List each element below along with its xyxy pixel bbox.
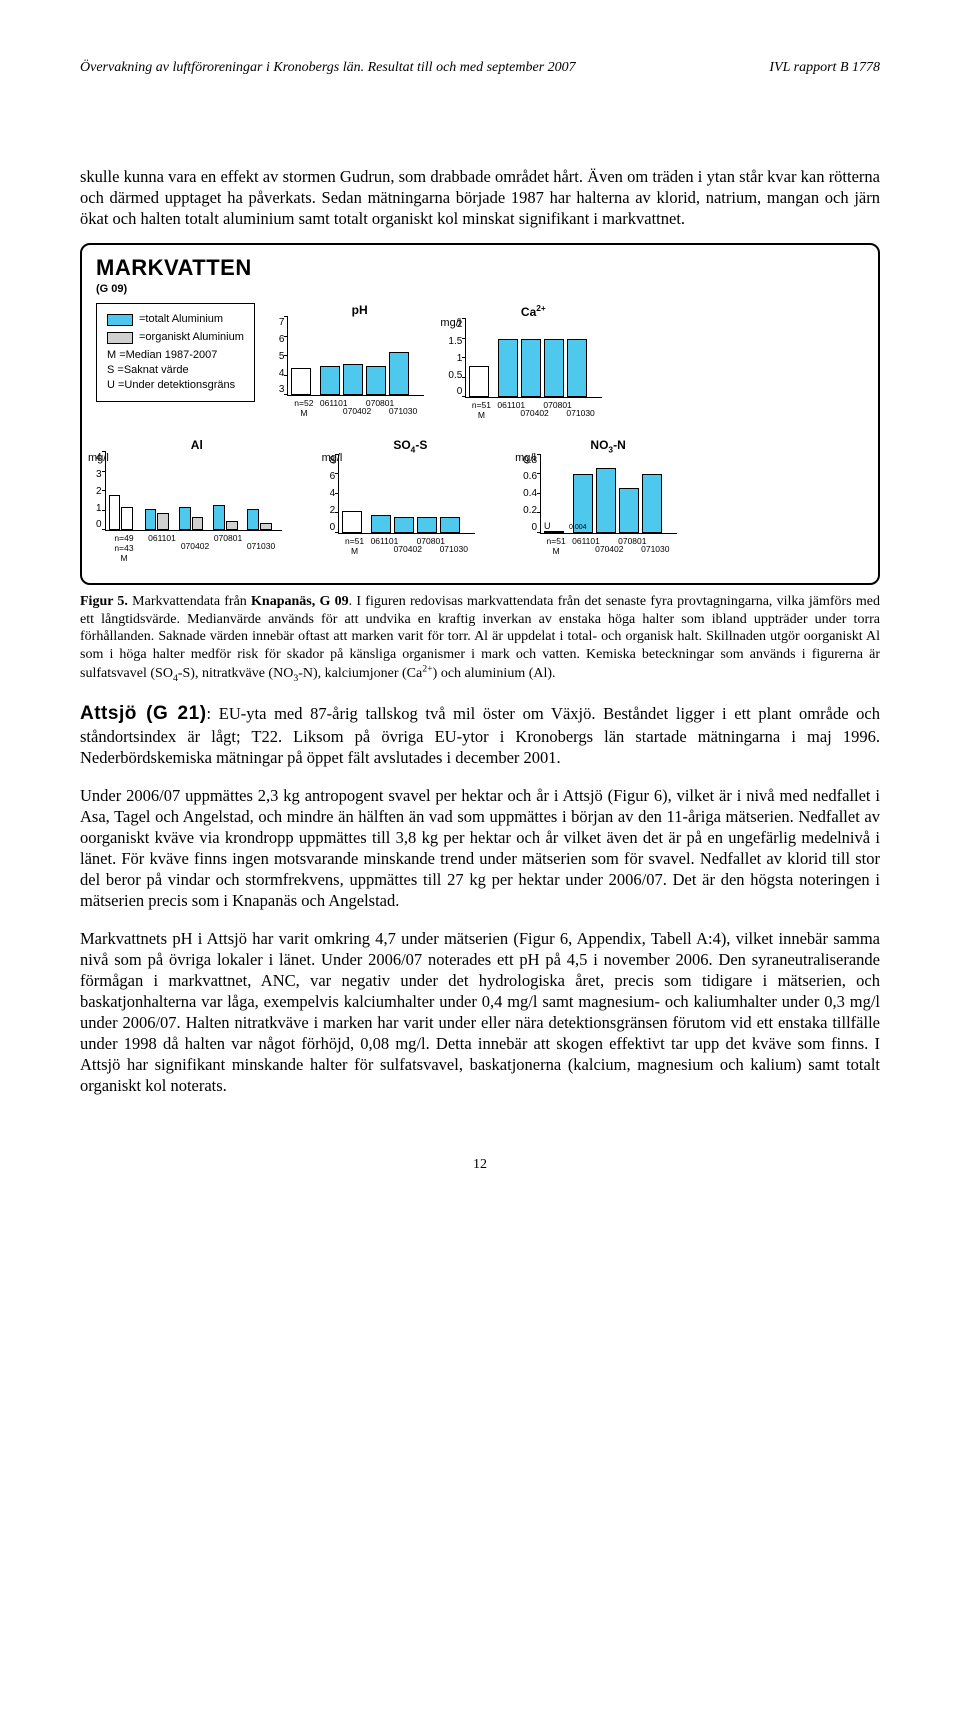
chart-no3-unit: mg/l — [515, 452, 536, 464]
header-right: IVL rapport B 1778 — [769, 60, 880, 76]
chart-ph-plot — [287, 317, 424, 396]
legend-totalt: =totalt Aluminium — [139, 312, 223, 327]
chartbox-subtitle: (G 09) — [96, 283, 864, 295]
chart-ca-xlabels: n=51M061101070402070801071030 — [468, 400, 586, 420]
chart-ph-xlabels: n=52M061101070402070801071030 — [291, 398, 409, 418]
chart-ph-yaxis: 76543 — [279, 317, 288, 395]
chart-al-xlabels: n=49n=43M061101070402070801071030 — [108, 533, 276, 563]
chart-ca: Ca2+ mg/l 21.510.50 n=51M061101070402070… — [448, 303, 602, 420]
chart-ca-plot — [465, 319, 602, 398]
legend-median: M =Median 1987-2007 — [107, 348, 244, 363]
paragraph-1: skulle kunna vara en effekt av stormen G… — [80, 166, 880, 229]
legend-under: U =Under detektionsgräns — [107, 378, 244, 393]
chart-al-title: Al — [112, 438, 282, 452]
page-number: 12 — [80, 1157, 880, 1173]
legend-saknat: S =Saknat värde — [107, 363, 244, 378]
chart-al-plot — [105, 452, 282, 531]
chart-row-1: =totalt Aluminium =organiskt Aluminium M… — [96, 303, 864, 420]
figcap-rest: I figuren redovisas markvattendata från … — [80, 594, 880, 681]
chart-ca-title: Ca2+ — [521, 305, 546, 319]
chart-so4-plot — [338, 455, 475, 534]
chart-no3-plot: U0.004 — [540, 455, 677, 534]
figure-5-caption: Figur 5. Markvattendata från Knapanäs, G… — [80, 593, 880, 685]
chart-so4-title: SO4-S — [393, 438, 427, 452]
chartbox-title: MARKVATTEN — [96, 255, 864, 281]
chart-so4: SO4-S mg/l 86420 n=51M061101070402070801… — [330, 438, 476, 563]
legend-organiskt: =organiskt Aluminium — [139, 330, 244, 345]
header-left: Övervakning av luftföroreningar i Kronob… — [80, 60, 576, 76]
chart-no3-xlabels: n=51M061101070402070801071030 — [543, 536, 661, 556]
chart-ph: pH 76543 n=52M061101070402070801071030 — [279, 303, 425, 418]
chart-ca-unit: mg/l — [440, 317, 461, 329]
chart-row-2: Al mg/l 43210 n=49n=43M06110107040207080… — [96, 438, 864, 563]
swatch-cyan — [107, 314, 133, 326]
legend-box: =totalt Aluminium =organiskt Aluminium M… — [96, 303, 255, 401]
page: Övervakning av luftföroreningar i Kronob… — [0, 0, 960, 1253]
paragraph-4: Markvattnets pH i Attsjö har varit omkri… — [80, 928, 880, 1097]
chart-al: Al mg/l 43210 n=49n=43M06110107040207080… — [96, 438, 282, 563]
chart-no3-title: NO3-N — [590, 438, 625, 452]
swatch-grey — [107, 332, 133, 344]
paragraph-3: Under 2006/07 uppmättes 2,3 kg antropoge… — [80, 785, 880, 912]
chart-ca-yaxis: 21.510.50 — [448, 319, 465, 397]
chart-so4-yaxis: 86420 — [330, 455, 339, 533]
markvatten-chart-box: MARKVATTEN (G 09) =totalt Aluminium =org… — [80, 243, 880, 585]
attsjo-paragraph: Attsjö (G 21): EU-yta med 87-årig tallsk… — [80, 702, 880, 769]
chart-ph-title: pH — [295, 303, 425, 317]
page-header: Övervakning av luftföroreningar i Kronob… — [80, 60, 880, 76]
chart-so4-xlabels: n=51M061101070402070801071030 — [342, 536, 460, 556]
attsjo-heading: Attsjö (G 21) — [80, 703, 207, 724]
chart-no3-yaxis: 0.80.60.40.20 — [523, 455, 540, 533]
chart-no3: NO3-N mg/l 0.80.60.40.20 U0.004 n=51M061… — [523, 438, 677, 563]
